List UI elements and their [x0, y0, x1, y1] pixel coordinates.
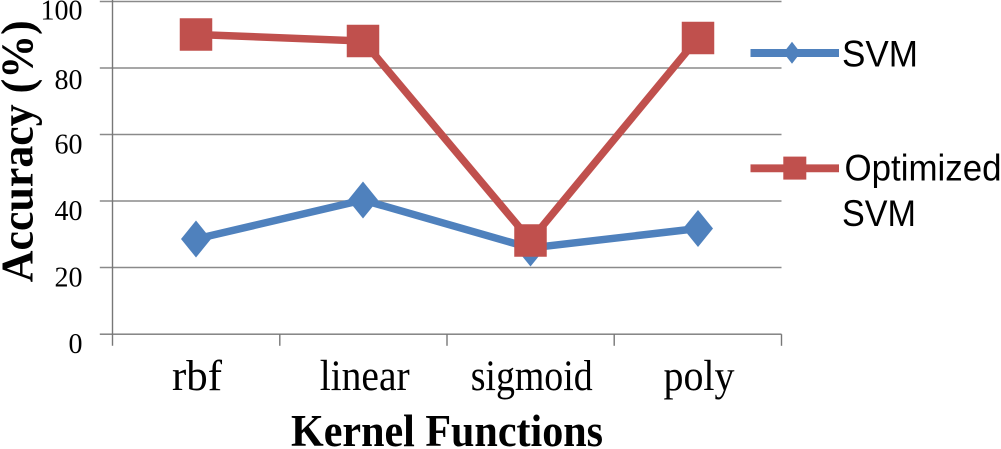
- svg-text:sigmoid: sigmoid: [471, 353, 593, 400]
- svg-text:40: 40: [55, 196, 83, 227]
- svg-text:SVM: SVM: [842, 193, 916, 234]
- svg-text:Kernel Functions: Kernel Functions: [291, 406, 603, 449]
- svg-text:poly: poly: [664, 353, 735, 400]
- svg-text:0: 0: [69, 329, 83, 360]
- svg-text:20: 20: [55, 263, 83, 294]
- svg-text:linear: linear: [320, 353, 410, 400]
- svg-text:Optimized: Optimized: [845, 148, 1001, 189]
- svg-text:80: 80: [55, 65, 83, 96]
- svg-text:60: 60: [55, 130, 83, 161]
- svg-text:SVM: SVM: [842, 34, 918, 75]
- svg-text:Accuracy (%): Accuracy (%): [0, 20, 43, 282]
- svg-text:rbf: rbf: [172, 353, 223, 400]
- svg-text:100: 100: [41, 0, 83, 27]
